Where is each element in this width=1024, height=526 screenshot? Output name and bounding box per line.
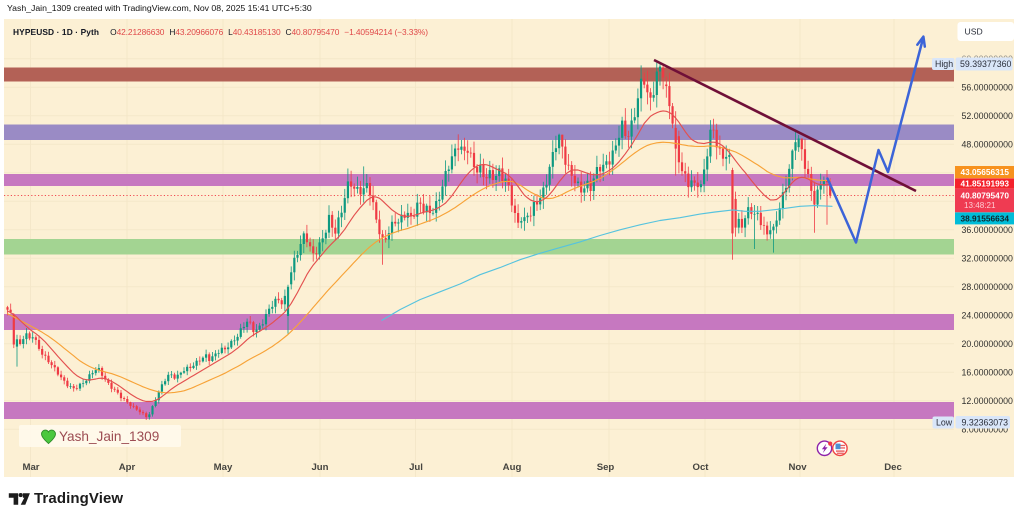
- svg-text:56.00000000: 56.00000000: [962, 83, 1013, 93]
- svg-text:Dec: Dec: [884, 462, 902, 473]
- svg-text:Mar: Mar: [22, 462, 39, 473]
- svg-text:28.00000000: 28.00000000: [962, 282, 1013, 292]
- svg-text:Jul: Jul: [409, 462, 423, 473]
- svg-text:Jun: Jun: [311, 462, 328, 473]
- svg-text:59.39377360: 59.39377360: [960, 59, 1011, 69]
- svg-text:48.00000000: 48.00000000: [962, 140, 1013, 150]
- svg-text:USD: USD: [965, 26, 983, 36]
- svg-text:May: May: [214, 462, 233, 473]
- svg-text:Yash_Jain_1309: Yash_Jain_1309: [59, 429, 159, 444]
- svg-text:43.05656315: 43.05656315: [961, 167, 1010, 177]
- svg-text:8.00000000: 8.00000000: [962, 425, 1009, 435]
- svg-text:24.00000000: 24.00000000: [962, 311, 1013, 321]
- svg-text:12.00000000: 12.00000000: [962, 396, 1013, 406]
- svg-text:16.00000000: 16.00000000: [962, 368, 1013, 378]
- svg-text:Oct: Oct: [693, 462, 710, 473]
- svg-text:Apr: Apr: [119, 462, 136, 473]
- svg-text:High: High: [935, 59, 953, 69]
- svg-text:38.91556634: 38.91556634: [961, 213, 1010, 223]
- svg-text:36.00000000: 36.00000000: [962, 225, 1013, 235]
- svg-text:9.32363073: 9.32363073: [962, 417, 1009, 427]
- svg-text:41.85191993: 41.85191993: [961, 179, 1010, 189]
- svg-text:Aug: Aug: [503, 462, 522, 473]
- svg-text:Sep: Sep: [597, 462, 615, 473]
- svg-text:Nov: Nov: [788, 462, 807, 473]
- svg-text:40.80795470: 40.80795470: [961, 191, 1010, 201]
- svg-text:13:48:21: 13:48:21: [964, 201, 996, 210]
- svg-text:52.00000000: 52.00000000: [962, 111, 1013, 121]
- svg-text:Low: Low: [936, 418, 953, 428]
- svg-text:20.00000000: 20.00000000: [962, 339, 1013, 349]
- svg-text:32.00000000: 32.00000000: [962, 254, 1013, 264]
